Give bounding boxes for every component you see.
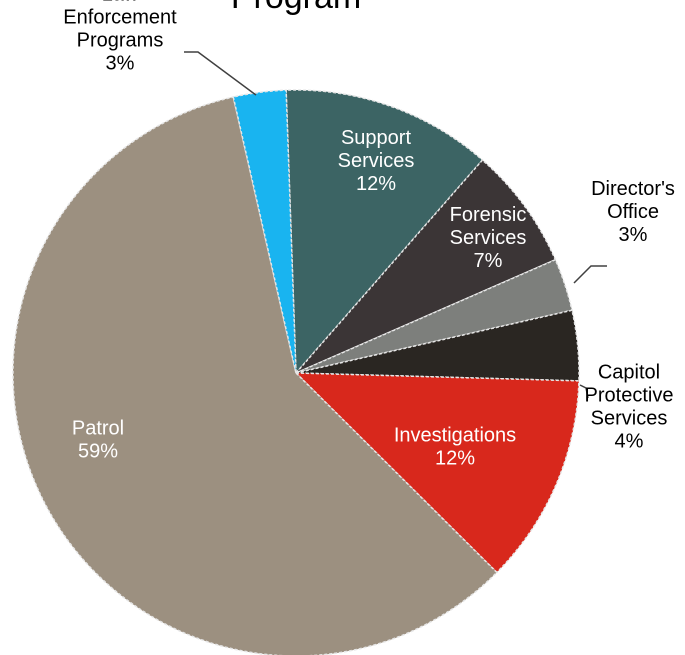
pie-slice-support-services <box>285 89 484 375</box>
slice-name-line: Services <box>338 150 415 172</box>
slice-percent-label: 12% <box>356 173 396 195</box>
pie-slice-capitol-protective-services <box>295 309 580 382</box>
pie-slice-law-enforcement-programs <box>232 89 297 374</box>
slice-name-line: Services <box>591 408 668 430</box>
slice-percent-label: 4% <box>615 431 644 453</box>
leader-lines <box>184 51 607 399</box>
slice-name-line: Capitol <box>598 362 660 384</box>
slice-label-director-s-office: Director's Office 3% <box>591 178 675 246</box>
slice-name-line: Services <box>450 227 527 249</box>
slice-name-line: Protective <box>585 385 674 407</box>
slice-label-patrol: Patrol 59% <box>72 418 124 463</box>
slice-percent-label: 3% <box>106 53 135 75</box>
slice-name-line: Law <box>102 0 139 6</box>
slice-name-line: Director's <box>591 178 675 200</box>
slice-label-investigations: Investigations 12% <box>394 425 516 470</box>
pie-slices <box>12 89 580 655</box>
slice-percent-label: 59% <box>78 441 118 463</box>
slice-name-line: Support <box>341 127 411 149</box>
slice-label-law-enforcement-programs: LawEnforcementPrograms3% <box>63 0 177 75</box>
slice-name-line: Office <box>607 201 659 223</box>
slice-name-line: Programs <box>77 30 164 52</box>
chart-title: Program <box>231 0 361 16</box>
leader-line-capitol-protective-services <box>579 384 589 399</box>
leader-line-law-enforcement-programs <box>184 51 257 96</box>
slice-name-line: Investigations <box>394 425 516 447</box>
pie-slice-patrol <box>12 96 498 655</box>
leader-line-director-s-office <box>573 265 607 284</box>
slice-percent-label: 3% <box>619 224 648 246</box>
slice-label-forensic-services: Forensic Services 7% <box>450 204 527 272</box>
pie-slice-forensic-services <box>295 159 557 374</box>
slice-label-capitol-protective-services: Capitol Protective Services 4% <box>585 362 674 453</box>
pie-slice-director-s-office <box>295 258 573 374</box>
slice-percent-label: 7% <box>474 250 503 272</box>
slice-label-support-services: Support Services 12% <box>338 127 415 195</box>
slice-name-line: Forensic <box>450 204 527 226</box>
slice-name-line: Patrol <box>72 418 124 440</box>
slice-labels: Support Services 12%Forensic Services 7%Dire… <box>63 0 675 470</box>
slice-name-line: Enforcement <box>63 7 177 29</box>
pie-slice-investigations <box>294 372 580 574</box>
slice-percent-label: 12% <box>435 448 475 470</box>
